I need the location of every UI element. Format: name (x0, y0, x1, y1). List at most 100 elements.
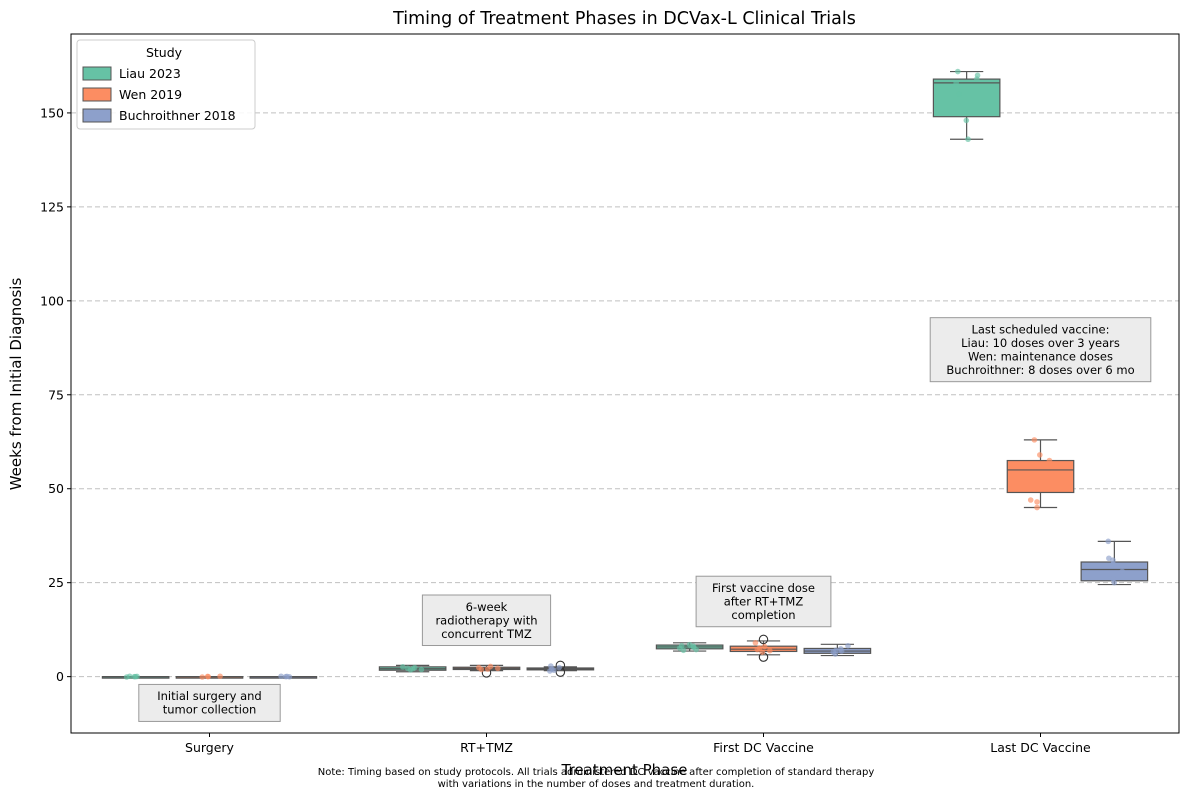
data-point (1031, 463, 1038, 469)
x-tick-label: First DC Vaccine (713, 740, 814, 755)
legend-label: Wen 2019 (119, 87, 182, 102)
data-point (131, 673, 138, 680)
annotation-box (421, 594, 552, 647)
data-point (1106, 555, 1112, 562)
plot-frame (70, 33, 1180, 734)
data-point (974, 72, 981, 79)
annotation-text: Initial surgery and (157, 689, 261, 703)
y-tick-label: 50 (48, 481, 64, 496)
data-point (678, 643, 685, 649)
y-tick-label: 0 (56, 669, 64, 684)
data-point (833, 647, 839, 654)
y-tick-label: 125 (40, 199, 64, 214)
grid-lines (71, 112, 1179, 678)
footnote-line-2: with variations in the number of doses a… (438, 779, 755, 790)
y-tick-label: 150 (40, 105, 64, 120)
footnote-line-1: Note: Timing based on study protocols. A… (318, 767, 875, 778)
legend-swatch (82, 108, 112, 123)
data-point (837, 646, 844, 652)
annotation-text: tumor collection (163, 703, 257, 717)
data-point (956, 91, 962, 97)
plot-area (71, 34, 1179, 733)
annotation-text: completion (731, 608, 795, 622)
x-tick-label: Last DC Vaccine (990, 740, 1091, 755)
data-point (1110, 576, 1116, 582)
data-point (418, 666, 425, 673)
box-3-0 (932, 70, 1001, 140)
data-point (1034, 504, 1040, 511)
chart-title: Timing of Treatment Phases in DCVax-L Cl… (392, 9, 856, 29)
data-point (690, 644, 697, 651)
box-3-1 (1006, 439, 1075, 509)
data-point (1046, 457, 1053, 464)
annotation-text: 6-week (466, 600, 508, 614)
y-axis-label: Weeks from Initial Diagnosis (7, 278, 25, 491)
data-point (761, 643, 768, 650)
data-point (494, 665, 501, 672)
legend-frame (76, 39, 256, 130)
x-tick-label: Surgery (185, 740, 235, 755)
data-point (953, 80, 959, 86)
legend-swatch (82, 87, 112, 102)
x-tick-label: RT+TMZ (460, 740, 513, 755)
data-point (284, 673, 290, 680)
data-point (556, 664, 563, 671)
data-point (1037, 452, 1043, 458)
annotation-text: Liau: 10 doses over 3 years (961, 336, 1120, 350)
data-point (1031, 437, 1038, 443)
data-point (487, 663, 494, 670)
annotation-text: after RT+TMZ (724, 594, 804, 608)
data-point (1105, 538, 1112, 545)
data-point (411, 664, 418, 671)
data-point (1034, 499, 1040, 505)
annotation-text: First vaccine dose (712, 581, 815, 595)
annotation-box (695, 575, 832, 628)
annotation-text: Buchroithner: 8 doses over 6 mo (946, 363, 1134, 377)
legend-label: Liau 2023 (119, 66, 181, 81)
data-point (548, 663, 554, 669)
data-point (955, 68, 961, 75)
data-point (1047, 470, 1054, 477)
annotation-text: concurrent TMZ (441, 627, 532, 641)
data-point (752, 640, 759, 646)
box-body (1006, 459, 1075, 494)
data-point (680, 647, 687, 654)
data-point (126, 673, 133, 680)
annotation-box (138, 683, 281, 722)
annotation-text: Last scheduled vaccine: (971, 322, 1109, 336)
legend-title: Study (146, 45, 183, 60)
data-point (756, 645, 763, 651)
data-point (965, 136, 971, 143)
outlier-point (758, 634, 769, 645)
annotation-3: Last scheduled vaccine:Liau: 10 doses ov… (929, 317, 1152, 383)
x-axis-label: Treatment Phase (561, 761, 688, 779)
y-tick-label: 25 (48, 575, 64, 590)
data-point (1027, 497, 1034, 503)
data-point (400, 664, 406, 670)
axes: 0 25 50 75 100 125 150 Surgery RT+TMZ First DC Va… (40, 105, 1091, 755)
annotation-text: Wen: maintenance doses (968, 349, 1113, 363)
data-point (845, 643, 851, 649)
data-point (278, 673, 284, 680)
data-point (547, 668, 553, 674)
data-point (759, 649, 766, 656)
legend: Study Liau 2023 Wen 2019 Buchroithner 2018 (76, 39, 256, 130)
data-point (963, 117, 970, 124)
legend-label: Buchroithner 2018 (119, 108, 236, 123)
y-tick-label: 75 (48, 387, 64, 402)
annotation-box (929, 317, 1152, 383)
legend-swatch (82, 66, 112, 81)
data-point (204, 673, 211, 680)
data-point (217, 673, 223, 680)
data-point (767, 647, 773, 654)
box-body (932, 78, 1001, 118)
annotation-text: radiotherapy with (435, 613, 537, 627)
y-tick-label: 100 (40, 293, 64, 308)
data-point (476, 664, 482, 671)
data-point (1119, 568, 1126, 575)
